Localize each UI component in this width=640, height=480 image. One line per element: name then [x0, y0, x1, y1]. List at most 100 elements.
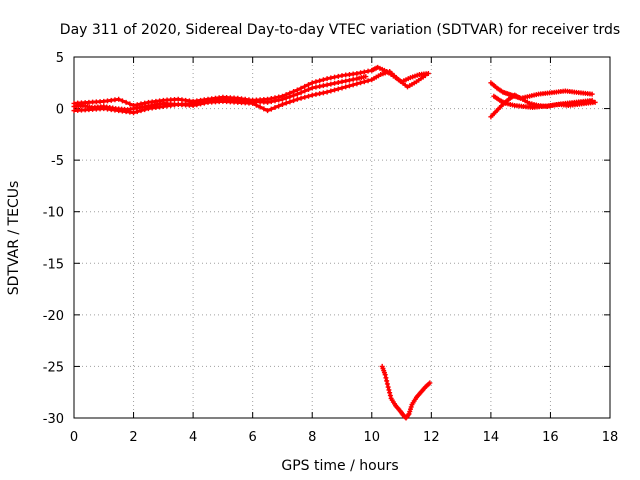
data-point: [294, 91, 300, 97]
data-point: [386, 387, 392, 393]
data-point: [365, 68, 371, 74]
data-point: [306, 82, 311, 88]
data-point: [306, 93, 311, 99]
series-line: [73, 69, 427, 115]
data-point: [287, 94, 293, 100]
data-point: [350, 76, 356, 82]
data-point: [313, 84, 319, 90]
data-point: [354, 71, 360, 77]
data-point: [320, 77, 326, 83]
data-point: [339, 79, 345, 85]
data-point: [592, 99, 598, 105]
data-point: [361, 69, 367, 75]
data-point: [358, 80, 364, 86]
data-point: [361, 79, 367, 85]
data-point: [302, 94, 308, 100]
data-point: [313, 79, 319, 85]
data-point: [313, 91, 319, 97]
data-point: [119, 98, 125, 104]
data-point: [346, 83, 352, 89]
y-axis: 5 0 -5 -10 -15 -20 -25 -30: [43, 51, 610, 427]
x-tick-label: 6: [249, 430, 257, 445]
x-tick-label: 2: [129, 430, 137, 445]
y-tick-label: -30: [43, 412, 64, 427]
data-point: [427, 380, 433, 386]
x-tick-label: 0: [70, 430, 78, 445]
series-trace-c: [71, 74, 369, 113]
data-point: [387, 390, 393, 396]
data-point: [272, 105, 278, 111]
data-point: [358, 70, 364, 76]
data-point: [320, 90, 326, 96]
x-axis-label: GPS time / hours: [281, 458, 398, 474]
data-point: [309, 80, 315, 86]
data-point: [332, 87, 338, 93]
plot-frame: [73, 56, 611, 419]
y-tick-label: -25: [43, 360, 64, 375]
data-point: [328, 88, 334, 94]
data-point: [354, 81, 360, 87]
data-point: [387, 393, 393, 399]
y-axis-label: SDTVAR / TECUs: [6, 181, 22, 296]
data-point: [306, 86, 311, 92]
data-point: [298, 90, 304, 96]
data-point: [363, 74, 369, 80]
data-point: [343, 78, 349, 84]
data-point: [268, 106, 274, 112]
data-point: [320, 83, 326, 89]
data-point: [265, 99, 271, 105]
data-point: [257, 104, 263, 110]
data-point: [261, 106, 267, 112]
y-tick-label: 0: [56, 103, 64, 118]
data-point: [324, 89, 330, 95]
data-point: [138, 101, 144, 107]
data-point: [589, 91, 595, 97]
data-point: [123, 99, 129, 105]
data-point: [425, 71, 431, 77]
data-point: [335, 86, 341, 92]
data-point: [383, 375, 389, 381]
data-point: [268, 99, 274, 105]
data-point: [332, 74, 338, 80]
data-point: [298, 85, 304, 91]
x-tick-label: 12: [423, 430, 440, 445]
data-point: [298, 95, 304, 101]
series-trace-f: [491, 93, 598, 111]
chart-title: Day 311 of 2020, Sidereal Day-to-day VTE…: [60, 22, 620, 38]
data-point: [328, 81, 334, 87]
data-point: [309, 85, 315, 91]
data-point: [317, 91, 323, 97]
data-point: [291, 98, 297, 104]
data-point: [291, 92, 297, 98]
data-point: [116, 96, 122, 102]
data-point: [142, 100, 148, 106]
data-point: [279, 101, 285, 107]
data-point: [335, 80, 341, 86]
data-point: [134, 102, 140, 108]
series-trace-b: [71, 68, 428, 116]
data-point: [328, 75, 334, 81]
series-dip: [379, 363, 433, 421]
x-tick-label: 10: [364, 430, 381, 445]
data-point: [339, 85, 345, 91]
data-point: [317, 78, 323, 84]
y-tick-label: 5: [56, 51, 64, 66]
data-point: [365, 78, 371, 84]
grid-lines: [74, 57, 610, 418]
data-point: [324, 76, 330, 82]
x-tick-label: 18: [602, 430, 619, 445]
data-point: [384, 381, 390, 387]
x-tick-label: 14: [483, 430, 500, 445]
data-point: [346, 77, 352, 83]
data-point: [265, 108, 271, 114]
series-trace-d: [488, 80, 595, 101]
data-point: [324, 82, 330, 88]
data-point: [422, 73, 428, 79]
x-tick-label: 8: [308, 430, 316, 445]
data-point: [350, 82, 356, 88]
data-point: [302, 83, 308, 89]
x-axis: 0 2 4 6 8 10 12 14 16 18: [70, 57, 618, 445]
data-point: [317, 83, 323, 89]
data-point: [283, 100, 289, 106]
data-point: [384, 378, 390, 384]
